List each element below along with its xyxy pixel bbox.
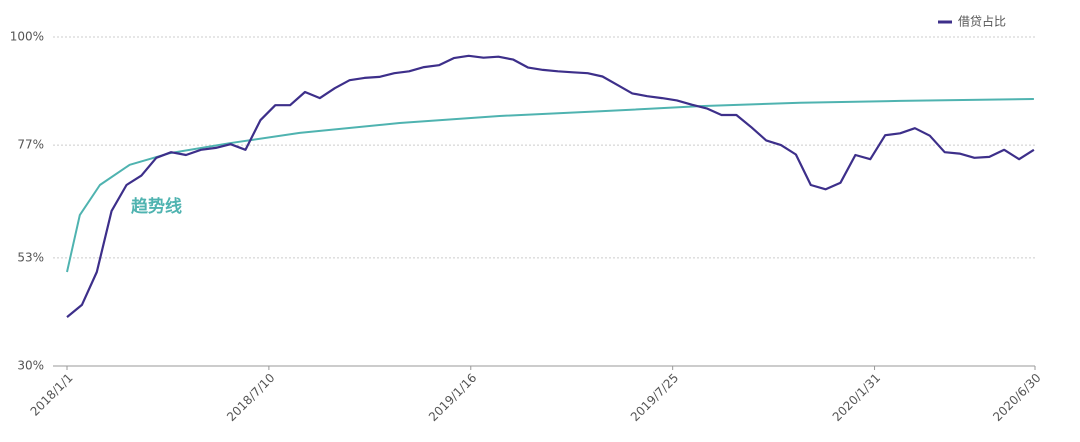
y-tick-label: 53% <box>17 250 44 264</box>
trend-line <box>66 98 1034 273</box>
x-tick-label: 2019/7/25 <box>628 371 681 424</box>
x-tick-label: 2019/1/16 <box>426 371 479 424</box>
y-tick-label: 77% <box>17 138 44 152</box>
x-tick-label: 2018/1/1 <box>28 371 76 419</box>
y-tick-label: 30% <box>17 359 44 373</box>
legend-label: 借贷占比 <box>958 14 1006 29</box>
x-tick-label: 2018/7/10 <box>224 371 277 424</box>
data-line <box>66 54 1035 318</box>
y-tick-label: 100% <box>10 30 44 44</box>
x-tick-label: 2020/6/30 <box>990 371 1043 424</box>
x-tick-label: 2020/1/31 <box>830 371 883 424</box>
trend-label: 趋势线 <box>131 196 182 217</box>
